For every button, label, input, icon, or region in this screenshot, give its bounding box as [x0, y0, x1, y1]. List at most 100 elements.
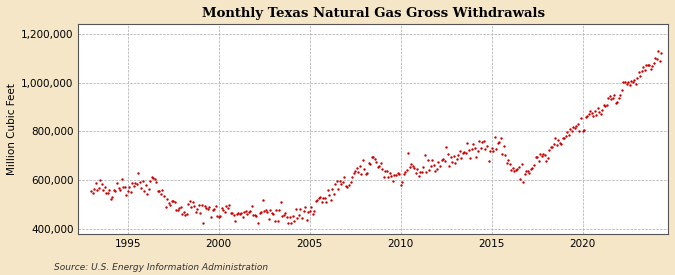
- Point: [453, 153, 464, 157]
- Point: [550, 136, 561, 140]
- Point: [111, 181, 122, 186]
- Point: [580, 115, 591, 119]
- Point: [516, 161, 527, 166]
- Point: [521, 168, 532, 173]
- Point: [656, 51, 667, 55]
- Title: Monthly Texas Natural Gas Gross Withdrawals: Monthly Texas Natural Gas Gross Withdraw…: [202, 7, 545, 20]
- Point: [493, 140, 504, 144]
- Point: [380, 169, 391, 174]
- Point: [335, 179, 346, 183]
- Point: [157, 188, 168, 192]
- Point: [344, 183, 354, 188]
- Point: [530, 155, 541, 159]
- Point: [460, 151, 471, 155]
- Point: [182, 212, 192, 216]
- Point: [126, 189, 136, 194]
- Point: [101, 190, 112, 195]
- Point: [178, 210, 189, 214]
- Point: [89, 186, 100, 191]
- Point: [632, 75, 643, 80]
- Point: [633, 69, 644, 74]
- Point: [239, 210, 250, 214]
- Point: [269, 219, 280, 223]
- Point: [437, 157, 448, 161]
- Point: [323, 188, 333, 192]
- Point: [650, 56, 661, 60]
- Point: [351, 166, 362, 170]
- Point: [394, 172, 404, 176]
- Point: [240, 209, 251, 213]
- Point: [319, 196, 330, 200]
- Point: [224, 202, 235, 207]
- Point: [300, 204, 310, 209]
- Point: [165, 203, 176, 207]
- Point: [518, 180, 529, 184]
- Point: [403, 151, 414, 156]
- Point: [149, 177, 160, 181]
- Point: [274, 208, 285, 213]
- Point: [500, 153, 510, 157]
- Point: [338, 180, 348, 185]
- Point: [347, 174, 358, 179]
- Point: [601, 103, 612, 107]
- Point: [128, 184, 139, 188]
- Point: [324, 193, 335, 197]
- Point: [446, 155, 456, 160]
- Point: [173, 206, 184, 211]
- Point: [644, 63, 655, 67]
- Point: [535, 152, 545, 156]
- Point: [353, 169, 364, 174]
- Point: [533, 159, 544, 163]
- Point: [655, 59, 666, 64]
- Point: [333, 187, 344, 191]
- Point: [570, 125, 580, 130]
- Point: [93, 186, 104, 191]
- Point: [400, 169, 410, 174]
- Point: [597, 108, 608, 113]
- Point: [468, 142, 479, 146]
- Point: [536, 154, 547, 159]
- Point: [506, 168, 516, 172]
- Point: [186, 204, 196, 209]
- Point: [268, 211, 279, 216]
- Point: [160, 205, 171, 209]
- Point: [329, 192, 340, 196]
- Point: [395, 182, 406, 187]
- Point: [321, 200, 331, 205]
- Point: [375, 161, 386, 166]
- Point: [418, 165, 429, 169]
- Point: [397, 180, 408, 184]
- Point: [508, 166, 518, 170]
- Point: [200, 204, 211, 208]
- Point: [492, 141, 503, 145]
- Point: [433, 160, 444, 164]
- Point: [266, 211, 277, 215]
- Point: [647, 63, 657, 68]
- Point: [462, 141, 472, 145]
- Point: [603, 96, 614, 100]
- Point: [277, 214, 288, 218]
- Point: [479, 138, 489, 143]
- Point: [192, 207, 202, 211]
- Point: [512, 167, 522, 171]
- Point: [566, 129, 577, 133]
- Point: [292, 215, 303, 220]
- Point: [364, 162, 375, 166]
- Point: [272, 218, 283, 223]
- Point: [464, 148, 475, 152]
- Point: [331, 179, 342, 183]
- Point: [609, 93, 620, 97]
- Point: [471, 155, 482, 160]
- Point: [222, 206, 233, 210]
- Point: [119, 185, 130, 189]
- Point: [548, 142, 559, 147]
- Point: [339, 175, 350, 180]
- Point: [163, 201, 174, 205]
- Point: [564, 133, 574, 137]
- Point: [551, 143, 562, 147]
- Point: [176, 205, 186, 209]
- Point: [99, 185, 110, 189]
- Point: [262, 210, 273, 214]
- Point: [207, 208, 218, 212]
- Point: [621, 82, 632, 86]
